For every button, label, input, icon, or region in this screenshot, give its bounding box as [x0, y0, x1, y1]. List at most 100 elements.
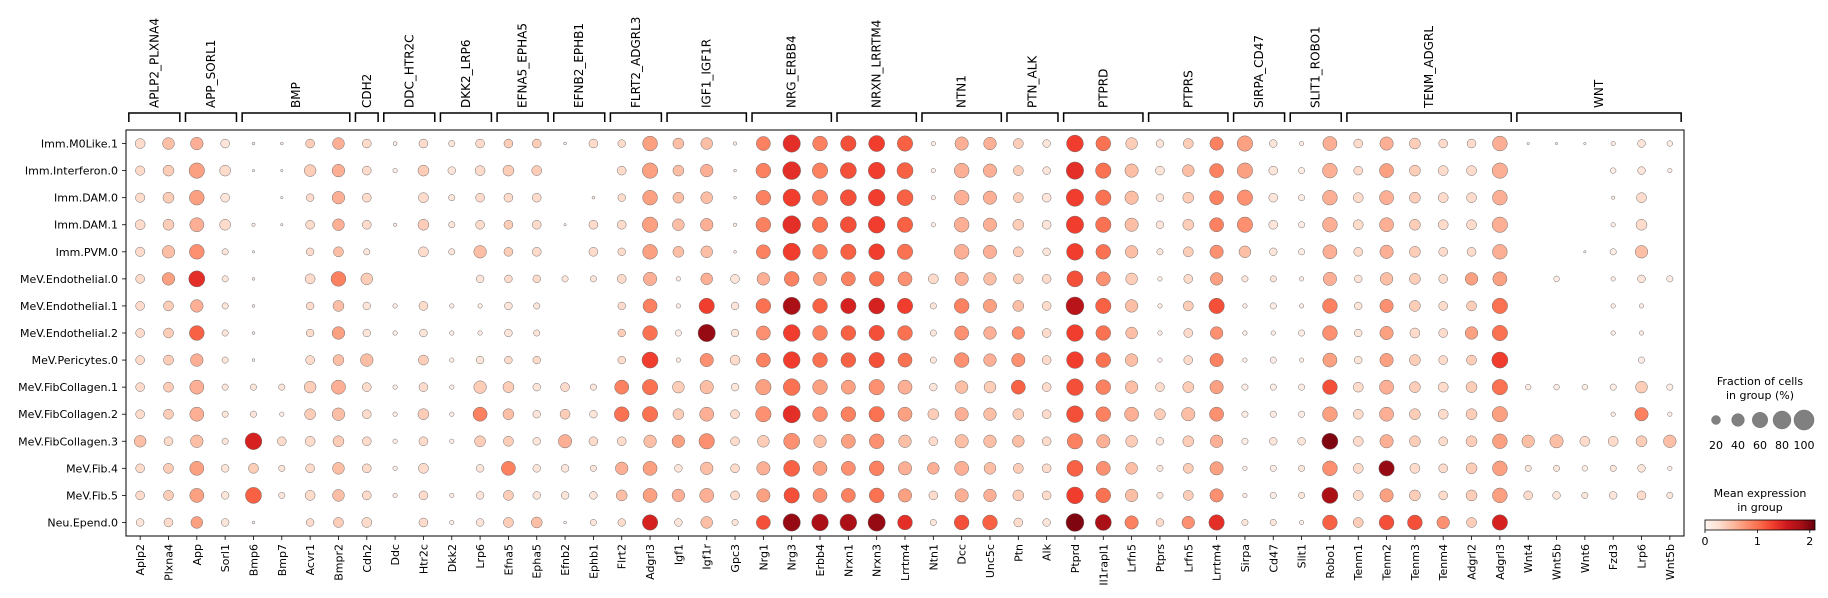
dot-1-36	[1155, 165, 1165, 176]
dot-2-52	[1611, 195, 1616, 200]
colorbar-tick: 1	[1754, 535, 1761, 548]
row-label: MeV.Endothelial.2	[20, 327, 118, 340]
dot-11-32	[1041, 436, 1052, 446]
dot-4-2	[189, 244, 205, 260]
dot-12-22	[756, 461, 771, 476]
dot-6-23	[782, 297, 801, 315]
group-bracket	[1147, 112, 1229, 122]
dot-10-6	[304, 408, 316, 420]
dot-0-3	[220, 138, 230, 149]
dot-14-27	[897, 514, 913, 531]
dot-11-25	[841, 433, 856, 449]
dot-4-18	[642, 244, 658, 260]
group-label: APLP2_PLXNA4	[147, 18, 161, 108]
dot-0-52	[1610, 141, 1616, 147]
dot-3-20	[700, 218, 714, 232]
size-legend-tick: 80	[1775, 439, 1789, 452]
gene-label: Flrt2	[616, 544, 629, 569]
dot-0-14	[532, 138, 542, 149]
dot-7-21	[730, 328, 740, 338]
dot-7-22	[756, 325, 771, 341]
dot-14-11	[449, 519, 455, 525]
dot-7-2	[189, 325, 205, 341]
dot-5-52	[1610, 276, 1616, 282]
dot-14-16	[589, 519, 597, 526]
dot-5-47	[1464, 272, 1479, 286]
dot-11-16	[588, 436, 599, 446]
dot-6-27	[897, 297, 913, 314]
dot-5-45	[1409, 273, 1421, 285]
dot-8-18	[641, 351, 659, 369]
dot-3-19	[672, 218, 685, 231]
dot-11-30	[983, 434, 997, 448]
dot-7-34	[1095, 325, 1111, 341]
dot-13-35	[1125, 488, 1139, 502]
dot-5-3	[221, 275, 229, 283]
dot-4-48	[1492, 244, 1508, 260]
dot-9-1	[163, 381, 174, 393]
dot-3-18	[642, 216, 659, 233]
dot-3-31	[1012, 219, 1025, 231]
dot-12-41	[1298, 464, 1305, 472]
dot-6-8	[362, 301, 371, 311]
dot-12-1	[163, 463, 174, 474]
dot-6-53	[1639, 303, 1644, 309]
dot-11-2	[190, 434, 204, 448]
dot-11-42	[1321, 432, 1339, 450]
dot-12-25	[841, 461, 856, 476]
dot-12-49	[1524, 464, 1532, 472]
gene-label: Nrg1	[757, 544, 770, 571]
dot-13-7	[332, 489, 345, 502]
dot-7-53	[1639, 330, 1644, 336]
dot-8-10	[418, 354, 429, 366]
dot-6-28	[929, 302, 937, 310]
dot-9-18	[642, 379, 659, 396]
dot-9-41	[1298, 383, 1305, 391]
dot-7-27	[897, 325, 913, 341]
dot-7-17	[617, 328, 626, 338]
dot-13-44	[1379, 488, 1394, 503]
dot-11-8	[362, 436, 372, 446]
dot-13-4	[245, 487, 262, 504]
dot-3-1	[162, 219, 175, 231]
dot-4-19	[672, 246, 685, 258]
dot-7-40	[1270, 330, 1276, 336]
group-label: PTPRS	[1181, 70, 1195, 108]
dot-4-0	[135, 246, 146, 257]
dot-11-53	[1635, 435, 1648, 447]
dot-14-34	[1094, 514, 1112, 531]
dot-2-34	[1095, 189, 1112, 206]
dot-9-43	[1352, 381, 1364, 393]
dot-1-10	[417, 164, 430, 177]
group-bracket	[128, 112, 181, 122]
dot-4-37	[1183, 246, 1194, 258]
dot-7-41	[1298, 329, 1305, 337]
gene-label: Wnt5b	[1551, 544, 1564, 580]
dot-0-45	[1409, 137, 1421, 150]
dot-7-52	[1610, 330, 1616, 336]
dot-10-32	[1041, 409, 1052, 419]
dot-9-24	[812, 379, 828, 395]
dot-10-25	[840, 406, 857, 422]
dot-4-29	[953, 244, 970, 260]
dot-9-2	[189, 379, 205, 395]
dot-9-16	[589, 383, 597, 391]
dot-6-14	[533, 302, 541, 310]
gene-label: Alk	[1041, 543, 1054, 561]
dot-7-28	[929, 329, 937, 337]
dot-8-1	[163, 354, 174, 366]
dot-8-40	[1269, 356, 1277, 364]
row-label: Imm.M0Like.1	[41, 138, 118, 151]
dot-13-6	[304, 490, 316, 501]
dot-3-3	[219, 219, 231, 231]
dot-12-53	[1637, 464, 1646, 473]
dot-1-32	[1042, 166, 1051, 175]
dot-11-49	[1521, 434, 1535, 448]
gene-label: Aplp2	[134, 544, 147, 576]
dot-11-20	[698, 433, 715, 450]
dot-13-46	[1438, 490, 1448, 501]
dot-11-45	[1409, 435, 1421, 447]
dot-11-6	[304, 436, 316, 447]
dot-6-37	[1183, 300, 1194, 312]
